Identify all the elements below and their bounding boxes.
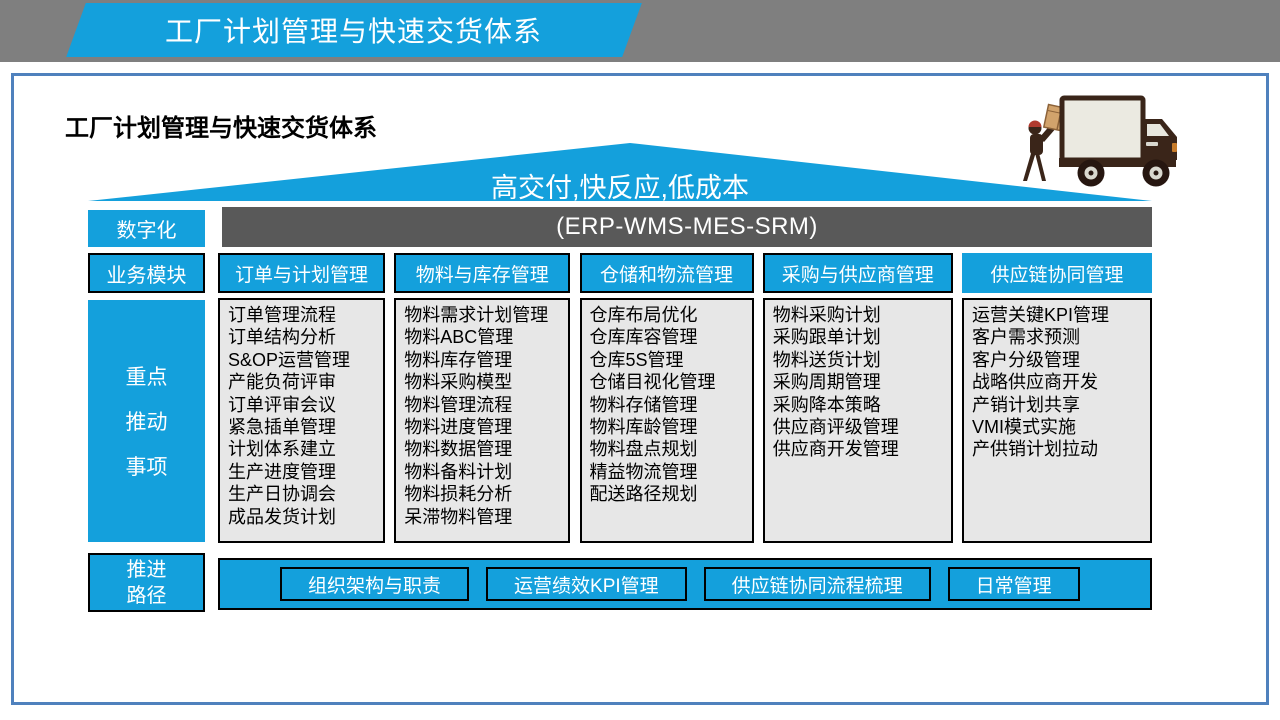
module-item: 仓库5S管理 <box>589 349 684 370</box>
module-item: 计划体系建立 <box>228 439 336 460</box>
module-column: 仓储和物流管理 仓库布局优化 仓库库容管理 仓库5S管理 仓储目视化管理 物料存储管理物… <box>579 253 754 543</box>
goal-text: 高交付,快反应,低成本 <box>490 173 749 203</box>
module-column: 采购与供应商管理 物料采购计划 采购跟单计划 物料送货计划 采购周期管理 采购降本策略供… <box>762 253 953 543</box>
module-item: 订单评审会议 <box>228 394 336 415</box>
module-item: 精益物流管理 <box>589 461 698 482</box>
module-item-list: 订单管理流程 订单结构分析 S&OP运营管理 产能负荷评审 订单评审会议 紧急插单管理 计划… <box>218 298 385 543</box>
module-item: 物料进度管理 <box>404 417 513 438</box>
page-title: 工厂计划管理与快速交货体系 <box>65 115 377 142</box>
module-header: 订单与计划管理 <box>218 253 385 293</box>
module-item: 订单结构分析 <box>228 327 336 348</box>
path-label-line: 推进 <box>126 558 167 581</box>
module-item: 产销计划共享 <box>972 394 1080 415</box>
module-item-list: 物料需求计划管理 物料ABC管理 物料库存管理 物料采购模型 物料管理流程 物料进度管理物… <box>394 298 571 543</box>
goal-triangle <box>88 143 1152 201</box>
module-item: 采购周期管理 <box>772 372 881 393</box>
delivery-truck-icon <box>1023 95 1177 187</box>
module-item: 物料管理流程 <box>404 394 513 415</box>
module-column: 供应链协同管理 运营关键KPI管理 客户需求预测 客户分级管理 战略供应商开发 产销计划… <box>962 253 1152 543</box>
rollout-path-item: 供应链协同流程梳理 <box>703 567 931 601</box>
module-item: 物料盘点规划 <box>589 439 698 460</box>
module-item: 生产进度管理 <box>228 461 336 482</box>
module-item: 物料数据管理 <box>404 439 513 460</box>
module-item: 产供销计划拉动 <box>972 439 1098 460</box>
module-header: 采购与供应商管理 <box>762 253 953 293</box>
row-label-key-focus: 重点 推动 事项 <box>88 300 205 542</box>
focus-label-line: 事项 <box>125 456 168 479</box>
rollout-path-item: 运营绩效KPI管理 <box>486 567 687 601</box>
module-item: 成品发货计划 <box>228 506 336 527</box>
module-item: 采购降本策略 <box>772 394 881 415</box>
rollout-path-bar: 组织架构与职责 运营绩效KPI管理 供应链协同流程梳理 日常管理 <box>218 558 1152 610</box>
module-header: 仓储和物流管理 <box>579 253 754 293</box>
module-columns: 订单与计划管理 订单管理流程 订单结构分析 S&OP运营管理 产能负荷评审 订单评审会议… <box>218 253 1152 543</box>
module-item: 订单管理流程 <box>228 305 336 325</box>
module-item: 运营关键KPI管理 <box>972 305 1110 325</box>
module-item: 战略供应商开发 <box>972 372 1098 393</box>
module-item: 物料采购模型 <box>404 372 513 393</box>
banner-title-stripe: 工厂计划管理与快速交货体系 <box>66 3 642 57</box>
path-label-line: 路径 <box>126 584 167 607</box>
module-item-list: 运营关键KPI管理 客户需求预测 客户分级管理 战略供应商开发 产销计划共享 VMI模式实… <box>962 298 1152 543</box>
module-column: 订单与计划管理 订单管理流程 订单结构分析 S&OP运营管理 产能负荷评审 订单评审会议… <box>218 253 385 543</box>
module-item: 配送路径规划 <box>589 484 698 505</box>
module-item: 物料库存管理 <box>404 349 513 370</box>
row-label-digitalization: 数字化 <box>88 210 205 247</box>
system-bar: (ERP-WMS-MES-SRM) <box>222 207 1152 247</box>
module-item: 物料备料计划 <box>404 461 513 482</box>
module-column: 物料与库存管理 物料需求计划管理 物料ABC管理 物料库存管理 物料采购模型 物料管理流… <box>394 253 571 543</box>
module-item: 生产日协调会 <box>228 484 336 505</box>
module-header: 供应链协同管理 <box>962 253 1152 293</box>
focus-label-line: 推动 <box>125 411 168 434</box>
module-item: 物料采购计划 <box>772 305 881 325</box>
top-banner: 工厂计划管理与快速交货体系 <box>0 0 1280 62</box>
module-item: 客户需求预测 <box>972 327 1080 348</box>
banner-title: 工厂计划管理与快速交货体系 <box>165 16 543 47</box>
row-label-rollout-path: 推进 路径 <box>88 553 205 612</box>
rollout-path-item: 日常管理 <box>947 567 1080 601</box>
module-item: 供应商开发管理 <box>772 439 899 460</box>
module-item: 仓库库容管理 <box>589 327 698 348</box>
row-label-business-modules: 业务模块 <box>88 253 205 293</box>
module-item: 物料损耗分析 <box>404 484 513 505</box>
module-item: 物料库龄管理 <box>589 417 698 438</box>
module-item-list: 物料采购计划 采购跟单计划 物料送货计划 采购周期管理 采购降本策略 供应商评级管理 供应商… <box>762 298 953 543</box>
module-item: 客户分级管理 <box>972 349 1080 370</box>
module-item: 呆滞物料管理 <box>404 506 513 527</box>
module-item: 产能负荷评审 <box>228 372 336 393</box>
module-item: 物料存储管理 <box>589 394 698 415</box>
module-item: 物料需求计划管理 <box>404 305 549 325</box>
module-item: 采购跟单计划 <box>772 327 881 348</box>
module-item: 仓库布局优化 <box>589 305 698 325</box>
module-item: 物料ABC管理 <box>404 327 514 348</box>
module-item: 物料送货计划 <box>772 349 881 370</box>
module-header: 物料与库存管理 <box>394 253 571 293</box>
focus-label-line: 重点 <box>125 366 168 389</box>
module-item: VMI模式实施 <box>972 417 1077 438</box>
rollout-path-item: 组织架构与职责 <box>280 567 470 601</box>
module-item-list: 仓库布局优化 仓库库容管理 仓库5S管理 仓储目视化管理 物料存储管理 物料库龄管理 物料盘… <box>579 298 754 543</box>
module-item: 供应商评级管理 <box>772 417 899 438</box>
module-item: 紧急插单管理 <box>228 417 336 438</box>
module-item: 仓储目视化管理 <box>589 372 716 393</box>
module-item: S&OP运营管理 <box>228 349 351 370</box>
